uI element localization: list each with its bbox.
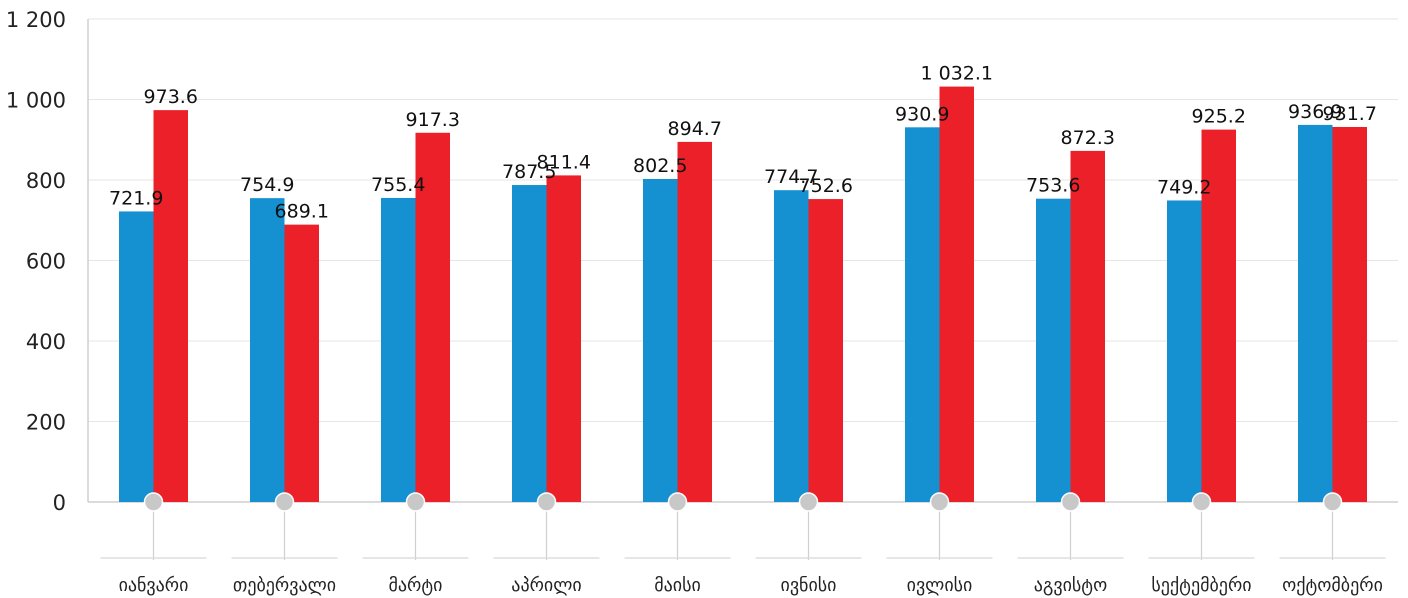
bar	[643, 178, 678, 502]
y-axis: 0 200 400 600 800 1 000 1 200	[6, 8, 1398, 515]
bar	[415, 132, 450, 502]
bar	[1298, 124, 1333, 502]
bar	[939, 86, 974, 503]
data-label: 925.2	[1192, 106, 1246, 128]
bar	[381, 197, 416, 502]
x-axis: იანვარი თებერვალი მარტი აპრილი მაისი ივნისი ივ…	[100, 492, 1386, 596]
category-label: ოქტომბერი	[1282, 575, 1383, 596]
bar	[1167, 200, 1202, 502]
data-label: 774.7	[764, 166, 818, 188]
bar	[153, 110, 188, 502]
bars	[119, 86, 1367, 503]
category-marker	[1060, 492, 1081, 512]
bar	[1070, 150, 1105, 503]
y-tick-label: 0	[53, 491, 66, 515]
bar	[808, 199, 843, 503]
data-label: 752.6	[799, 175, 853, 197]
data-label: 894.7	[668, 118, 722, 140]
data-label: 689.1	[275, 201, 329, 223]
bar	[1036, 198, 1071, 502]
y-tick-label: 800	[26, 169, 66, 193]
y-tick-label: 600	[26, 250, 66, 274]
data-label: 936.9	[1288, 101, 1342, 123]
category-marker	[405, 492, 426, 512]
data-label: 754.9	[240, 174, 294, 196]
category-marker	[1322, 492, 1343, 512]
data-label: 1 032.1	[920, 63, 993, 85]
category-label: ივნისი	[781, 575, 837, 596]
category-marker	[798, 492, 819, 512]
category-marker	[667, 492, 688, 512]
bar	[512, 185, 547, 502]
category-marker	[143, 492, 164, 512]
category-marker	[536, 492, 557, 512]
data-label: 749.2	[1157, 176, 1211, 198]
data-label: 872.3	[1061, 127, 1115, 149]
category-label: სექტემბერი	[1151, 575, 1251, 596]
data-label: 755.4	[371, 174, 425, 196]
category-label: აპრილი	[511, 575, 581, 596]
bar	[905, 127, 940, 503]
y-tick-label: 200	[26, 411, 66, 435]
category-label: მაისი	[654, 575, 701, 596]
y-tick-label: 400	[26, 330, 66, 354]
category-marker	[929, 492, 950, 512]
data-label: 787.5	[502, 161, 556, 183]
category-label: იანვარი	[119, 575, 189, 596]
category-label: თებერვალი	[233, 575, 336, 596]
bar	[250, 198, 285, 502]
bar	[119, 211, 154, 503]
bar	[284, 224, 319, 502]
data-labels: 721.9 973.6 754.9 689.1 755.4 917.3 787.5811.4…	[109, 63, 1377, 223]
data-label: 802.5	[633, 155, 687, 177]
data-label: 811.4	[537, 151, 591, 173]
data-label: 931.7	[1323, 103, 1377, 125]
bar	[546, 175, 581, 502]
category-label: ივლისი	[907, 575, 973, 596]
bar	[1201, 129, 1236, 502]
data-label: 917.3	[406, 109, 460, 131]
category-label: აგვისტო	[1034, 575, 1107, 596]
data-label: 721.9	[109, 187, 163, 209]
data-label: 973.6	[144, 86, 198, 108]
y-tick-label: 1 200	[6, 8, 66, 32]
bar	[774, 190, 809, 503]
data-label: 753.6	[1026, 175, 1080, 197]
category-label: მარტი	[389, 575, 443, 596]
bar	[1332, 126, 1367, 502]
data-label: 930.9	[895, 103, 949, 125]
category-marker	[274, 492, 295, 512]
bar	[677, 141, 712, 503]
category-marker	[1191, 492, 1212, 512]
y-tick-label: 1 000	[6, 89, 66, 113]
